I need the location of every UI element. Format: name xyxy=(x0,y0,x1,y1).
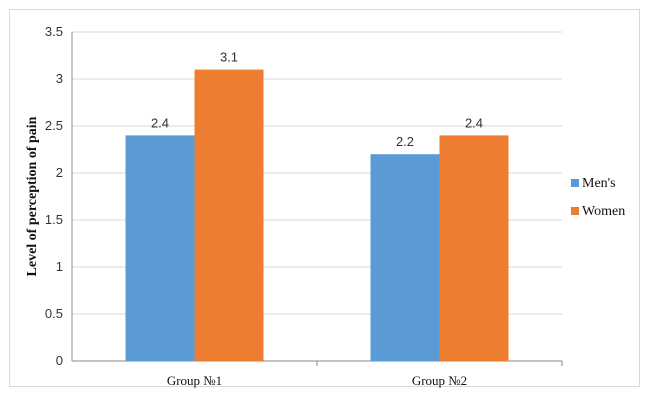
y-tick-label: 2.5 xyxy=(45,118,63,133)
y-tick-label: 3.5 xyxy=(45,24,63,39)
data-label: 2.2 xyxy=(396,134,414,149)
y-tick-label: 1.5 xyxy=(45,212,63,227)
bar xyxy=(370,154,440,361)
y-tick-label: 0.5 xyxy=(45,306,63,321)
y-tick-label: 3 xyxy=(56,71,63,86)
bar xyxy=(439,135,509,361)
data-label: 3.1 xyxy=(220,50,238,65)
y-tick-label: 1 xyxy=(56,259,63,274)
legend-swatch xyxy=(571,179,579,187)
x-category-label: Group №1 xyxy=(167,373,222,388)
x-category-label: Group №2 xyxy=(412,373,467,388)
legend-swatch xyxy=(571,207,579,215)
bar xyxy=(125,135,195,361)
y-tick-label: 2 xyxy=(56,165,63,180)
y-axis-title: Level of perception of pain xyxy=(25,116,40,276)
bar xyxy=(194,69,264,361)
y-tick-label: 0 xyxy=(56,353,63,368)
data-label: 2.4 xyxy=(151,115,169,130)
chart-frame xyxy=(9,9,640,387)
legend-label: Women xyxy=(582,204,625,219)
data-label: 2.4 xyxy=(465,115,483,130)
legend-label: Men's xyxy=(582,176,616,191)
